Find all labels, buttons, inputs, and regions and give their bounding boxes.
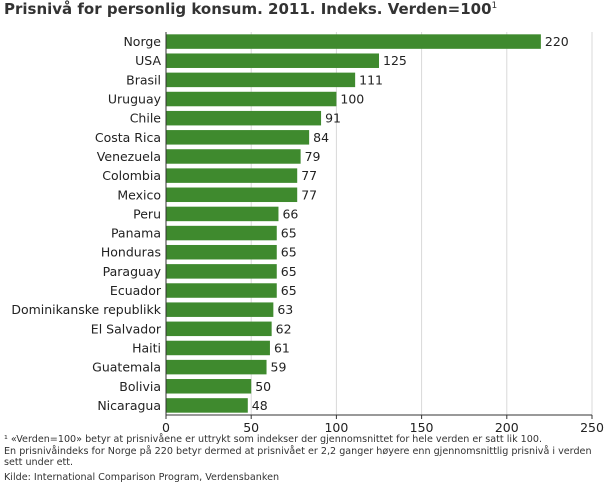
category-label: El Salvador bbox=[91, 321, 162, 336]
x-tick-label: 50 bbox=[243, 420, 259, 432]
bar bbox=[166, 264, 277, 279]
x-tick-label: 200 bbox=[495, 420, 519, 432]
bar bbox=[166, 110, 322, 126]
value-label: 100 bbox=[340, 92, 364, 107]
value-label: 111 bbox=[359, 72, 383, 87]
category-label: Venezuela bbox=[97, 149, 161, 164]
value-label: 61 bbox=[274, 340, 290, 355]
value-label: 65 bbox=[281, 226, 297, 241]
chart-title-text: Prisnivå for personlig konsum. 2011. Ind… bbox=[4, 0, 492, 18]
bar bbox=[166, 244, 277, 260]
value-label: 63 bbox=[277, 302, 293, 317]
category-label: Paraguay bbox=[103, 264, 162, 279]
value-label: 65 bbox=[281, 283, 297, 298]
x-axis: 0 50 100 150 200 250 bbox=[162, 32, 604, 432]
bar bbox=[166, 168, 298, 183]
value-label: 65 bbox=[281, 245, 297, 260]
value-label: 59 bbox=[271, 360, 287, 375]
value-label: 91 bbox=[325, 111, 341, 126]
category-label: Norge bbox=[123, 34, 161, 49]
value-label: 48 bbox=[252, 398, 268, 413]
category-label: Costa Rica bbox=[95, 130, 161, 145]
bar bbox=[166, 225, 277, 241]
bar bbox=[166, 91, 337, 107]
category-label: Dominikanske republikk bbox=[11, 302, 161, 317]
x-tick-label: 100 bbox=[324, 420, 348, 432]
category-label: Colombia bbox=[102, 168, 161, 183]
x-tick-label: 150 bbox=[410, 420, 434, 432]
gridlines bbox=[250, 32, 593, 415]
category-label: Panama bbox=[111, 226, 161, 241]
bar bbox=[166, 340, 270, 356]
bar bbox=[166, 187, 298, 203]
footnote: ¹ «Verden=100» betyr at prisnivåene er u… bbox=[4, 434, 604, 483]
category-label: Chile bbox=[130, 111, 162, 126]
bar bbox=[166, 359, 267, 375]
bar bbox=[166, 34, 541, 49]
bar bbox=[166, 130, 310, 145]
category-label: Honduras bbox=[101, 245, 161, 260]
bar bbox=[166, 149, 301, 164]
bar bbox=[166, 321, 272, 337]
source-note: Kilde: International Comparison Program,… bbox=[4, 471, 280, 483]
category-label: Mexico bbox=[117, 187, 161, 202]
category-labels: Norge USA Brasil Uruguay Chile Costa Rica Vene… bbox=[11, 34, 162, 413]
value-label: 77 bbox=[301, 168, 317, 183]
value-label: 66 bbox=[282, 206, 298, 221]
bar bbox=[166, 379, 252, 394]
category-label: Guatemala bbox=[92, 360, 161, 375]
value-labels: 2201251111009184797777666565656563626159… bbox=[252, 34, 569, 413]
value-label: 79 bbox=[305, 149, 321, 164]
value-label: 84 bbox=[313, 130, 329, 145]
x-tick-label: 250 bbox=[580, 420, 604, 432]
bar bbox=[166, 53, 379, 68]
bar bbox=[166, 302, 274, 317]
category-label: Brasil bbox=[126, 72, 161, 87]
category-label: Haiti bbox=[132, 340, 161, 355]
value-label: 125 bbox=[383, 53, 407, 68]
category-label: USA bbox=[135, 53, 161, 68]
bar bbox=[166, 283, 277, 298]
bar bbox=[166, 398, 248, 413]
category-label: Nicaragua bbox=[97, 398, 161, 413]
x-tick-label: 0 bbox=[162, 420, 170, 432]
title-footnote-mark: 1 bbox=[491, 1, 498, 11]
bars bbox=[166, 34, 541, 413]
category-label: Peru bbox=[133, 206, 161, 221]
footnote-line-2: En prisnivåindeks for Norge på 220 betyr… bbox=[4, 445, 592, 469]
footnote-line-1: ¹ «Verden=100» betyr at prisnivåene er u… bbox=[4, 434, 543, 445]
chart-title: Prisnivå for personlig konsum. 2011. Ind… bbox=[4, 0, 497, 18]
value-label: 62 bbox=[276, 321, 292, 336]
category-label: Uruguay bbox=[108, 92, 162, 107]
value-label: 65 bbox=[281, 264, 297, 279]
category-label: Bolivia bbox=[119, 379, 161, 394]
value-label: 77 bbox=[301, 187, 317, 202]
bar-chart: Norge USA Brasil Uruguay Chile Costa Rica Vene… bbox=[11, 32, 604, 432]
value-label: 50 bbox=[255, 379, 271, 394]
category-label: Ecuador bbox=[110, 283, 162, 298]
value-label: 220 bbox=[545, 34, 569, 49]
bar bbox=[166, 206, 279, 222]
bar bbox=[166, 72, 356, 88]
